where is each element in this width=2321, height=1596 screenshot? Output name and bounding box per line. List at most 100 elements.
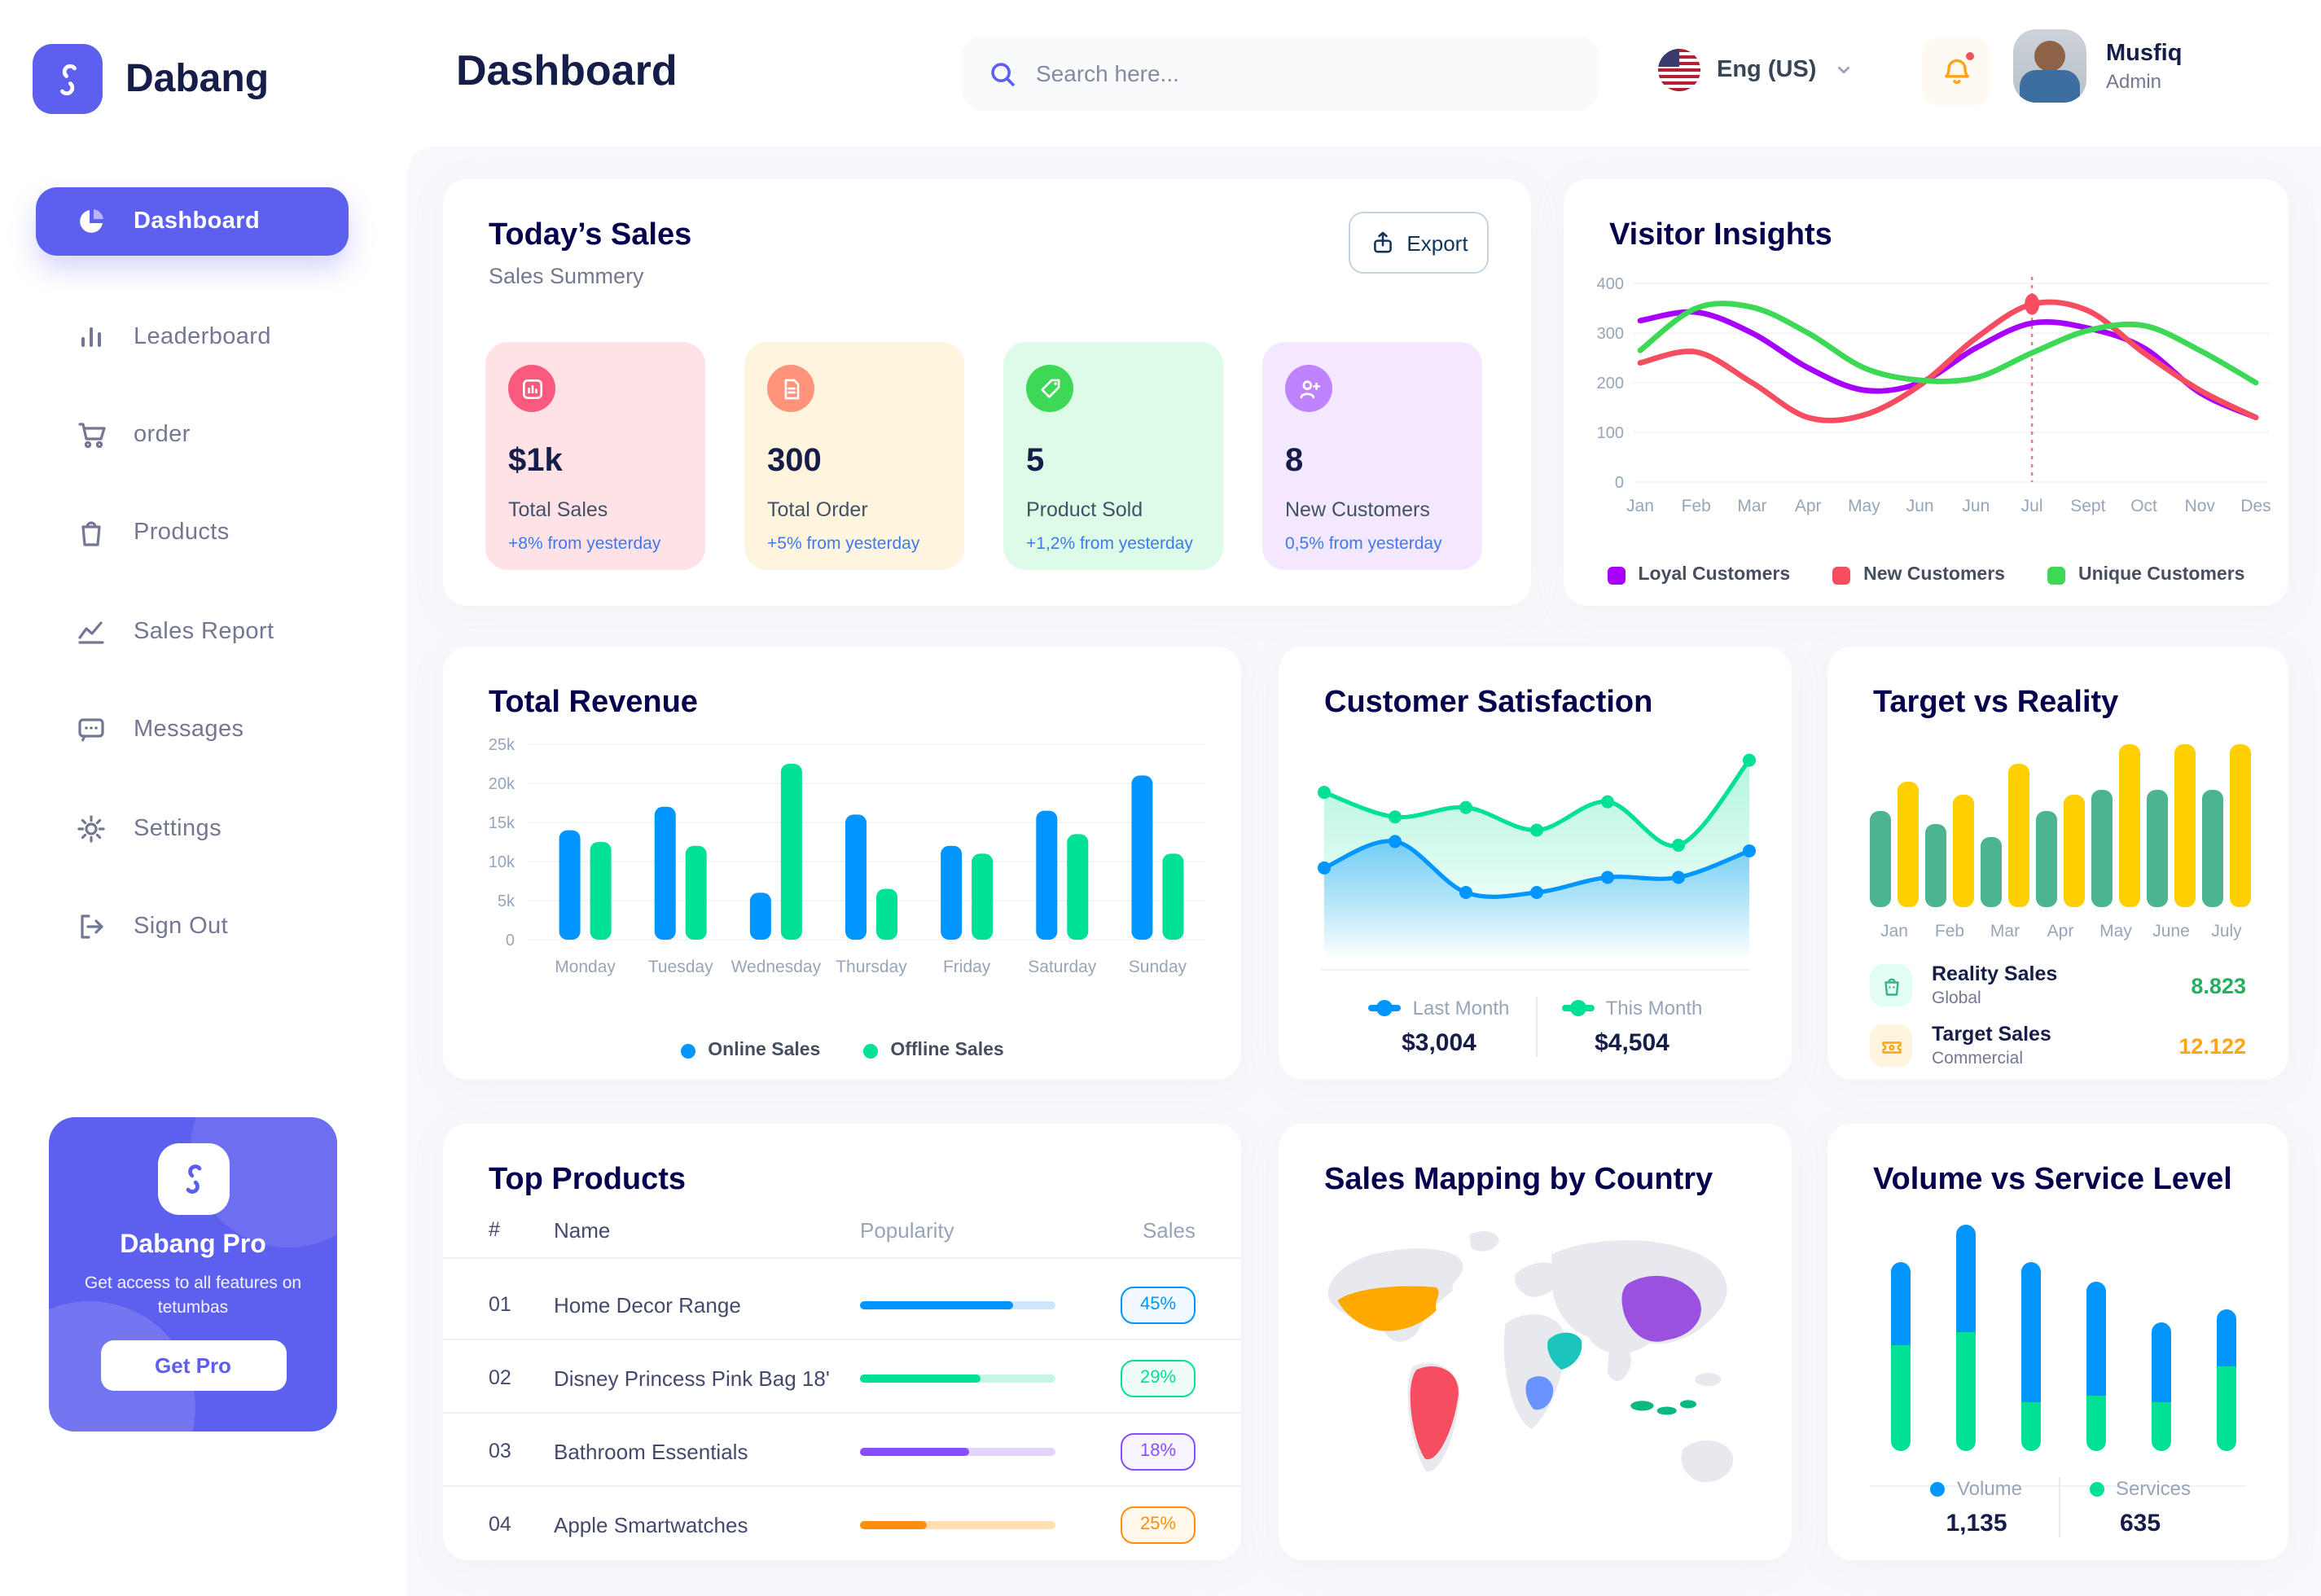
popularity-bar	[860, 1520, 1055, 1528]
brand-logo[interactable]: Dabang	[33, 44, 269, 114]
sales-badge: 25%	[1121, 1506, 1196, 1543]
visitor-insights-legend: Loyal Customers New Customers Unique Custo…	[1564, 565, 2288, 585]
stat-value: 5	[1026, 443, 1045, 479]
svg-text:May: May	[2099, 922, 2132, 940]
legend-volume: Volume 1,135	[1895, 1477, 2058, 1537]
popularity-bar	[860, 1374, 1055, 1382]
product-rank: 04	[489, 1513, 511, 1536]
svg-text:Apr: Apr	[2047, 922, 2074, 940]
order-icon	[75, 419, 107, 451]
sales-badge: 29%	[1121, 1359, 1196, 1396]
pro-subtitle: Get access to all features on tetumbas	[84, 1274, 302, 1318]
sidebar-item-messages[interactable]: Messages	[36, 695, 349, 764]
chevron-down-icon	[1832, 59, 1855, 81]
svg-text:Wednesday: Wednesday	[731, 958, 822, 976]
user-menu[interactable]: Musfiq Admin	[2013, 29, 2321, 103]
todays-sales-subtitle: Sales Summery	[489, 264, 644, 288]
sidebar-item-sales-report[interactable]: Sales Report	[36, 598, 349, 666]
stat-user-icon	[1285, 365, 1332, 412]
map-brazil[interactable]	[1410, 1366, 1459, 1460]
legend-ticket-icon	[1870, 1024, 1912, 1067]
user-role: Admin	[2106, 69, 2162, 93]
sidebar-item-products[interactable]: Products	[36, 498, 349, 567]
customer-satisfaction-title: Customer Satisfaction	[1324, 686, 1653, 720]
map-usa[interactable]	[1337, 1286, 1439, 1331]
visitor-insights-card: Visitor Insights 0 100 200 300 400 Jan Feb Mar A…	[1564, 179, 2288, 606]
get-pro-button[interactable]: Get Pro	[100, 1340, 286, 1392]
svg-text:100: 100	[1597, 424, 1624, 442]
total-revenue-legend: Online Sales Offline Sales	[443, 1041, 1241, 1060]
stat-tag-icon	[1026, 365, 1073, 412]
sales-map-title: Sales Mapping by Country	[1324, 1163, 1713, 1197]
notifications-button[interactable]	[1922, 37, 1990, 106]
divider	[1321, 969, 1749, 971]
target-vs-reality-title: Target vs Reality	[1873, 686, 2119, 720]
svg-text:10k: 10k	[489, 853, 516, 871]
legend-new-customers: New Customers	[1832, 565, 2005, 585]
product-name: Disney Princess Pink Bag 18'	[554, 1366, 830, 1390]
legend-services: Services 635	[2058, 1477, 2221, 1537]
popularity-bar	[860, 1447, 1055, 1455]
sidebar-item-sign-out[interactable]: Sign Out	[36, 892, 349, 961]
stat-label: New Customers	[1285, 498, 1430, 521]
svg-text:Feb: Feb	[1935, 922, 1964, 940]
sales-map-card: Sales Mapping by Country	[1279, 1124, 1792, 1560]
svg-text:400: 400	[1597, 275, 1624, 293]
svg-text:Tuesday: Tuesday	[648, 958, 713, 976]
product-name: Bathroom Essentials	[554, 1439, 748, 1463]
sidebar-item-label: Sales Report	[134, 619, 274, 645]
top-products-header: # Name Popularity Sales	[489, 1218, 1196, 1243]
svg-text:July: July	[2211, 922, 2242, 940]
legend-offline-sales: Offline Sales	[862, 1041, 1004, 1060]
language-selector[interactable]: Eng (US)	[1658, 49, 1855, 91]
sidebar-item-label: Settings	[134, 816, 222, 842]
map-indonesia[interactable]	[1630, 1400, 1697, 1415]
svg-text:Jun: Jun	[1962, 497, 1990, 515]
content-area: Today’s Sales Sales Summery Export $1k T…	[407, 147, 2321, 1596]
stat-card-total-order: 300 Total Order +5% from yesterday	[744, 342, 964, 570]
product-rank: 01	[489, 1293, 511, 1316]
total-revenue-chart: 0 5k 10k 15k 20k 25k Monday Tuesday Wednesday Thu…	[489, 736, 1205, 976]
svg-text:0: 0	[506, 932, 515, 949]
map-china[interactable]	[1621, 1275, 1701, 1342]
legend-target-sales: Target Sales Commercial 12.122	[1870, 1019, 2246, 1072]
stat-order-icon	[767, 365, 814, 412]
sidebar-item-label: Messages	[134, 717, 244, 743]
map-dr-congo[interactable]	[1525, 1376, 1554, 1410]
sidebar-item-label: Products	[134, 520, 230, 546]
stat-delta: 0,5% from yesterday	[1285, 534, 1442, 554]
search-input[interactable]	[1036, 60, 1525, 86]
legend-bag-icon	[1870, 964, 1912, 1006]
sidebar-item-dashboard[interactable]: Dashboard	[36, 187, 349, 256]
svg-text:Saturday: Saturday	[1028, 958, 1097, 976]
stat-label: Total Order	[767, 498, 868, 521]
sales-badge: 18%	[1121, 1432, 1196, 1470]
dashboard-icon	[75, 205, 107, 238]
volume-service-title: Volume vs Service Level	[1873, 1163, 2232, 1197]
map-saudi-arabia[interactable]	[1547, 1332, 1582, 1370]
visitor-insights-chart: 0 100 200 300 400 Jan Feb Mar Apr May Jun Jun Jul Sep…	[1597, 275, 2271, 515]
sidebar-item-leaderboard[interactable]: Leaderboard	[36, 303, 349, 371]
product-rank: 02	[489, 1366, 511, 1389]
sidebar-item-order[interactable]: order	[36, 401, 349, 469]
svg-text:25k: 25k	[489, 736, 516, 754]
export-button[interactable]: Export	[1349, 212, 1489, 274]
world-map	[1327, 1231, 1734, 1483]
export-icon	[1369, 230, 1395, 256]
sales-badge: 45%	[1121, 1286, 1196, 1323]
svg-text:Apr: Apr	[1795, 497, 1822, 515]
search-bar[interactable]	[961, 36, 1599, 111]
language-label: Eng (US)	[1717, 57, 1817, 83]
sidebar-item-label: Leaderboard	[134, 324, 271, 350]
sidebar-item-label: Dashboard	[134, 208, 261, 235]
sidebar-item-settings[interactable]: Settings	[36, 795, 349, 863]
svg-text:Sept: Sept	[2070, 497, 2105, 515]
svg-text:June: June	[2152, 922, 2190, 940]
svg-text:5k: 5k	[498, 892, 516, 910]
stat-value: 300	[767, 443, 822, 479]
stat-label: Product Sold	[1026, 498, 1143, 521]
us-flag-icon	[1658, 49, 1700, 91]
sidebar-item-label: Sign Out	[134, 914, 229, 940]
products-icon	[75, 516, 107, 549]
